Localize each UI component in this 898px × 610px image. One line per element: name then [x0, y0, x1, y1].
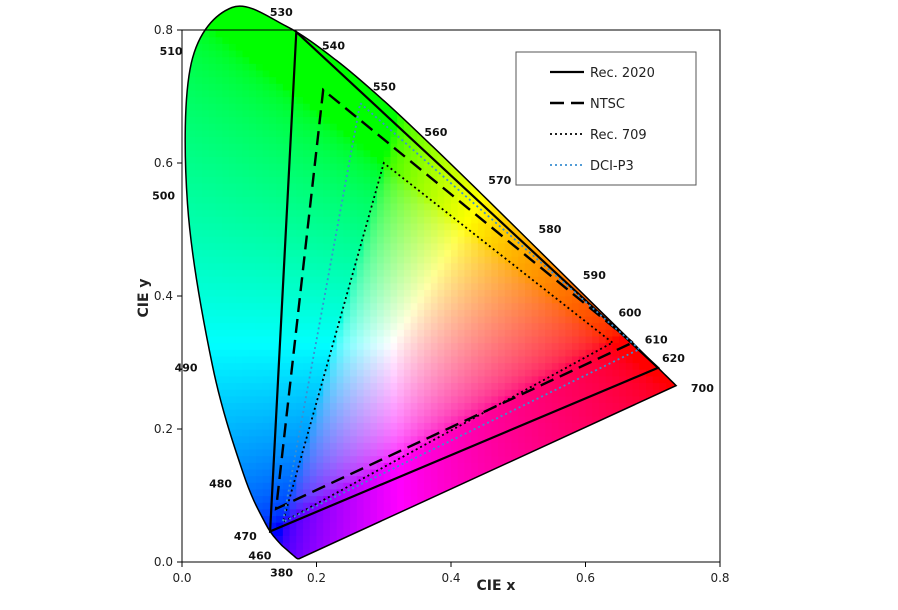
legend-label: DCI-P3: [590, 159, 634, 174]
gamut-ntsc: [274, 87, 635, 511]
x-tick-label: 0.4: [441, 571, 460, 585]
wavelength-label: 620: [662, 352, 685, 365]
wavelength-label: 530: [270, 6, 293, 19]
y-tick-label: 0.6: [154, 156, 173, 170]
wavelength-label: 580: [539, 223, 562, 236]
y-tick-label: 0.0: [154, 555, 173, 569]
gamut-triangles: [268, 29, 661, 534]
y-tick-label: 0.2: [154, 422, 173, 436]
legend-label: Rec. 709: [590, 128, 647, 143]
wavelength-label: 470: [234, 530, 257, 543]
wavelength-label: 550: [373, 81, 396, 94]
axis-ticks: 0.0 0.2 0.4 0.6 0.8 0.0 0.2 0.4 0.6 0.8: [154, 23, 730, 585]
legend: Rec. 2020 NTSC Rec. 709 DCI-P3: [515, 51, 697, 186]
gamut-dci-p3: [281, 101, 641, 524]
wavelength-label: 540: [322, 40, 345, 53]
x-tick-label: 0.6: [576, 571, 595, 585]
gamut-rec-709: [281, 161, 615, 524]
wavelength-label: 610: [645, 334, 668, 347]
x-tick-label: 0.8: [710, 571, 729, 585]
gamut-rec-2020: [268, 29, 661, 534]
wavelength-label: 490: [175, 362, 198, 375]
wavelength-label: 700: [691, 382, 714, 395]
x-axis-label: CIE x: [477, 578, 516, 594]
wavelength-labels: 380 460 470 480 490 500 510 520 530 540 550 560 570 5…: [152, 0, 714, 579]
y-tick-label: 0.4: [154, 289, 173, 303]
y-tick-label: 0.8: [154, 23, 173, 37]
wavelength-label: 460: [248, 549, 271, 562]
wavelength-label: 570: [488, 174, 511, 187]
x-tick-label: 0.0: [172, 571, 191, 585]
y-axis-label: CIE y: [136, 278, 152, 317]
x-tick-label: 0.2: [307, 571, 326, 585]
legend-label: NTSC: [590, 97, 625, 112]
wavelength-label: 510: [160, 45, 183, 58]
wavelength-label: 380: [270, 566, 293, 579]
wavelength-label: 480: [209, 478, 232, 491]
wavelength-label: 520: [203, 0, 226, 1]
wavelength-label: 500: [152, 190, 175, 203]
wavelength-label: 590: [583, 269, 606, 282]
wavelength-label: 600: [619, 306, 642, 319]
legend-label: Rec. 2020: [590, 66, 655, 81]
legend-box: [515, 51, 697, 186]
wavelength-label: 560: [424, 126, 447, 139]
